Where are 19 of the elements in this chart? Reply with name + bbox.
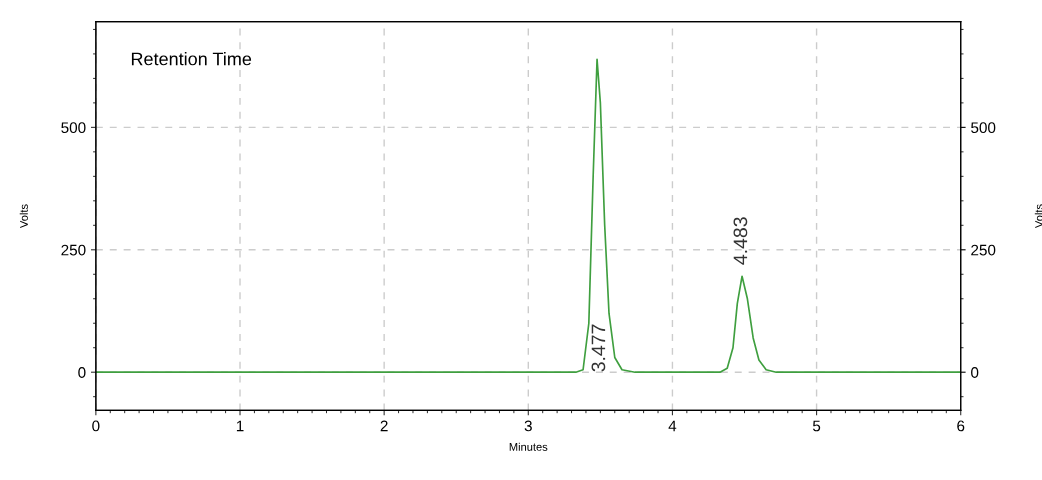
y-tick-label: 500 [61, 122, 86, 134]
y-axis-title: Volts [19, 204, 28, 228]
x-tick-label: 5 [812, 420, 821, 432]
x-tick-label: 6 [957, 420, 965, 432]
y2-tick-label: 500 [971, 122, 996, 134]
x-tick-label: 3 [524, 420, 532, 432]
y2-tick-label: 0 [971, 367, 979, 378]
x-tick-label: 1 [236, 420, 244, 432]
annotation: 4.483 [733, 217, 748, 265]
y2-axis-title: Volts [1034, 204, 1042, 228]
annotation: 3.477 [591, 324, 606, 372]
x-tick-label: 4 [668, 420, 677, 432]
text: Retention Time [131, 52, 252, 66]
y-tick-label: 0 [78, 367, 86, 378]
y2-tick-label: 250 [971, 244, 996, 256]
y-tick-label: 250 [61, 244, 86, 256]
x-tick-label: 2 [380, 420, 388, 432]
x-axis-title: Minutes [509, 442, 548, 451]
x-tick-label: 0 [92, 420, 100, 432]
